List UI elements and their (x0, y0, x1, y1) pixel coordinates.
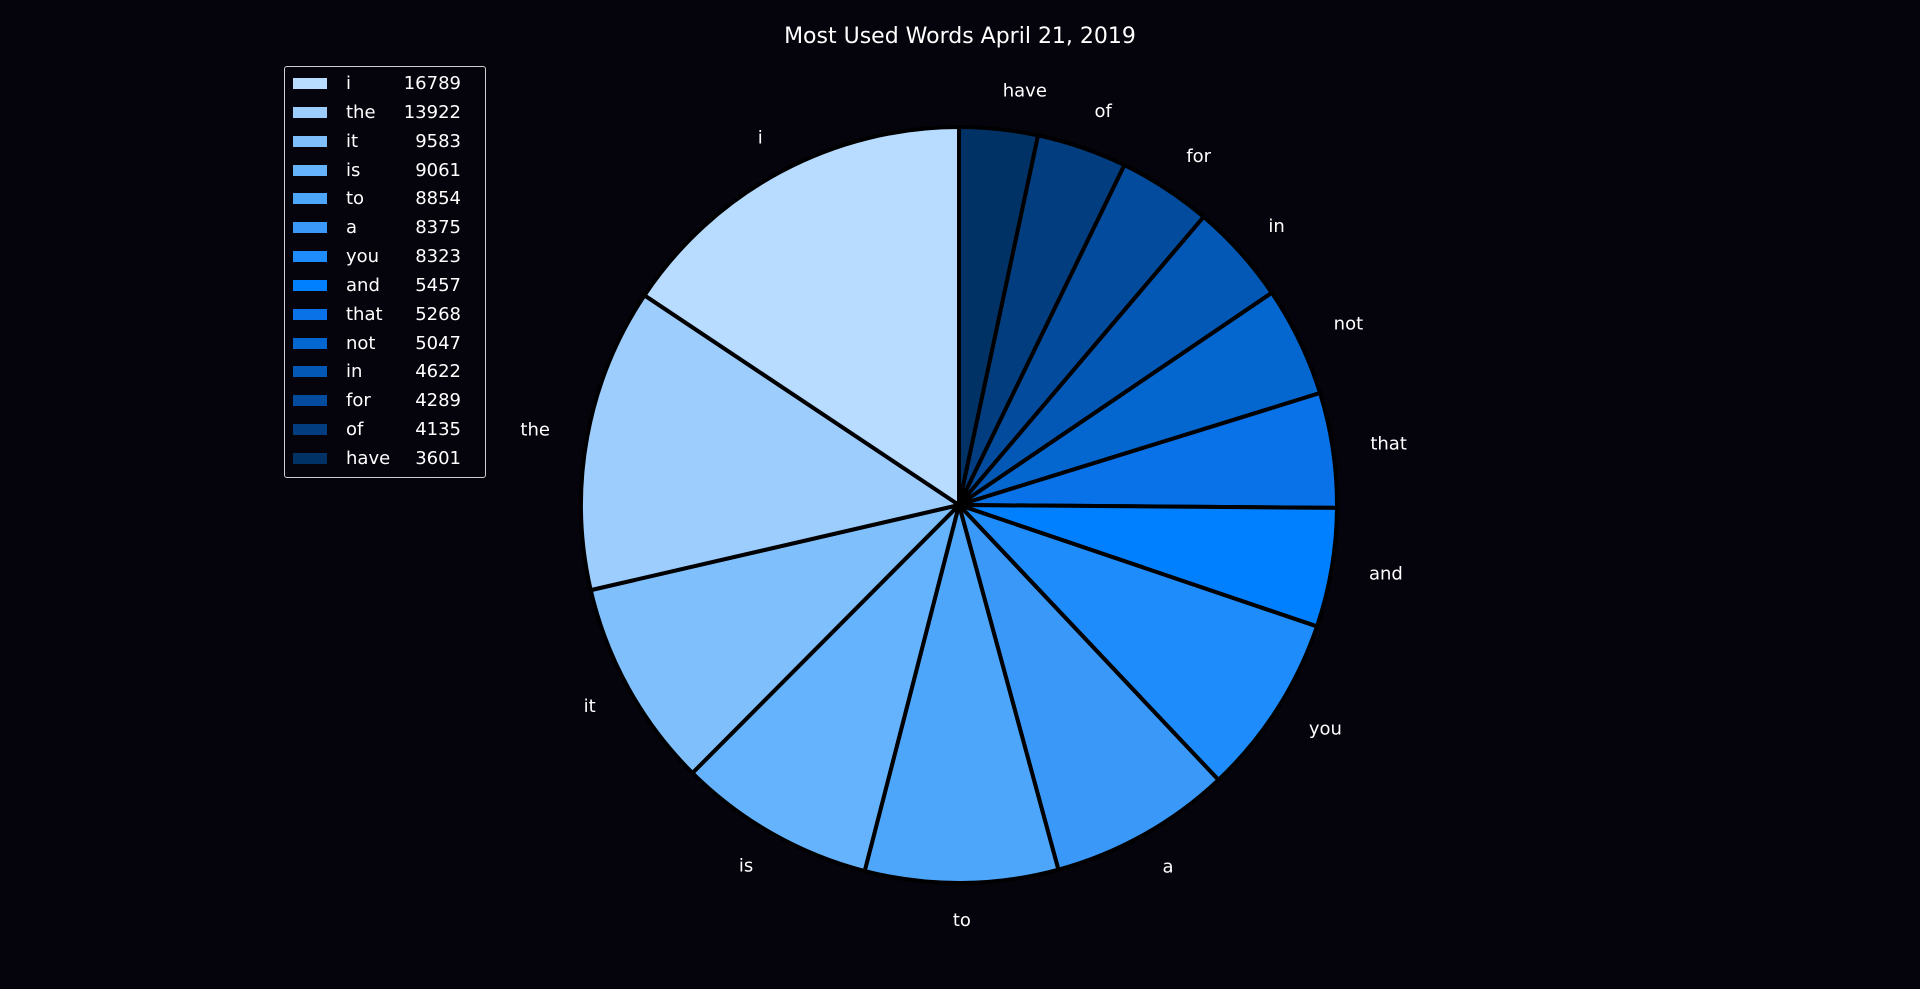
legend-swatch (293, 452, 327, 464)
legend-word: not (346, 332, 376, 354)
pie-label-the: the (520, 419, 550, 440)
legend-entry: it 9583 (285, 129, 485, 158)
pie-slice-is (690, 503, 961, 874)
legend-word: i (346, 73, 352, 94)
pie-label-it: it (584, 696, 596, 717)
legend-word: and (346, 274, 380, 296)
pie-slices (579, 125, 1339, 885)
legend-entry: that 5268 (285, 302, 485, 331)
legend-count: 3601 (415, 447, 461, 469)
pie-label-not: not (1334, 314, 1363, 335)
legend-swatch (293, 366, 327, 378)
pie-label-i: i (758, 127, 763, 148)
legend-swatch (293, 164, 327, 176)
pie-slice-i (642, 125, 961, 507)
pie-label-to: to (953, 910, 971, 931)
pie-label-have: have (1003, 81, 1047, 102)
legend-swatch (293, 337, 327, 349)
legend: i 16789 the 13922 it 9583 is 9061 to 8854 a 8375 you… (284, 66, 486, 478)
legend-count: 5457 (415, 274, 461, 296)
legend-word: the (346, 101, 376, 123)
legend-word: that (346, 303, 383, 325)
legend-swatch (293, 279, 327, 291)
pie-labels: have of for in not that and you a to is it the i (520, 81, 1407, 931)
legend-swatch (293, 395, 327, 407)
legend-entry: is 9061 (285, 158, 485, 187)
legend-count: 8375 (415, 217, 461, 239)
legend-count: 9583 (415, 130, 461, 152)
legend-entry: not 5047 (285, 331, 485, 360)
legend-count: 4622 (415, 361, 461, 383)
pie-label-for: for (1186, 146, 1211, 167)
legend-word: is (346, 159, 361, 181)
legend-swatch (293, 135, 327, 147)
legend-entry: i 16789 (285, 71, 485, 100)
legend-word: have (346, 447, 391, 469)
legend-word: for (346, 390, 371, 412)
legend-swatch (293, 106, 327, 118)
legend-entry: you 8323 (285, 244, 485, 273)
legend-word: it (346, 130, 359, 152)
pie-label-is: is (739, 855, 753, 876)
legend-entry: of 4135 (285, 417, 485, 446)
legend-count: 9061 (415, 159, 461, 181)
pie-label-of: of (1094, 101, 1112, 122)
pie-label-that: that (1370, 433, 1407, 454)
pie-slice-a (957, 503, 1221, 872)
legend-count: 5047 (415, 332, 461, 354)
legend-count: 4135 (415, 419, 461, 441)
legend-count: 8854 (415, 188, 461, 210)
legend-word: you (346, 246, 380, 268)
pie-slice-to (862, 503, 1061, 885)
legend-swatch (293, 78, 327, 89)
legend-swatch (293, 424, 327, 436)
legend-count: 4289 (415, 390, 461, 412)
legend-swatch (293, 222, 327, 234)
legend-entry: the 13922 (285, 100, 485, 129)
legend-count: 8323 (415, 246, 461, 268)
legend-entry: in 4622 (285, 359, 485, 388)
legend-count: 13922 (403, 101, 461, 123)
legend-swatch (293, 193, 327, 205)
legend-entry: for 4289 (285, 388, 485, 417)
pie-label-and: and (1369, 563, 1403, 584)
legend-count: 5268 (415, 303, 461, 325)
legend-word: a (346, 217, 358, 239)
legend-entry: and 5457 (285, 273, 485, 302)
legend-swatch (293, 251, 327, 263)
legend-entry: a 8375 (285, 215, 485, 244)
chart-title: Most Used Words April 21, 2019 (784, 24, 1136, 49)
legend-count: 16789 (403, 73, 461, 94)
legend-entry: to 8854 (285, 186, 485, 215)
legend-entry: have 3601 (285, 446, 485, 475)
legend-word: of (346, 419, 364, 441)
pie-slice-the (579, 293, 961, 593)
pie-label-a: a (1162, 857, 1173, 878)
pie-label-you: you (1309, 719, 1342, 740)
legend-word: in (346, 361, 363, 383)
pie-label-in: in (1268, 216, 1284, 237)
legend-word: to (346, 188, 365, 210)
pie-slice-you (957, 503, 1319, 782)
legend-swatch (293, 308, 327, 320)
pie-slice-it (588, 503, 961, 776)
